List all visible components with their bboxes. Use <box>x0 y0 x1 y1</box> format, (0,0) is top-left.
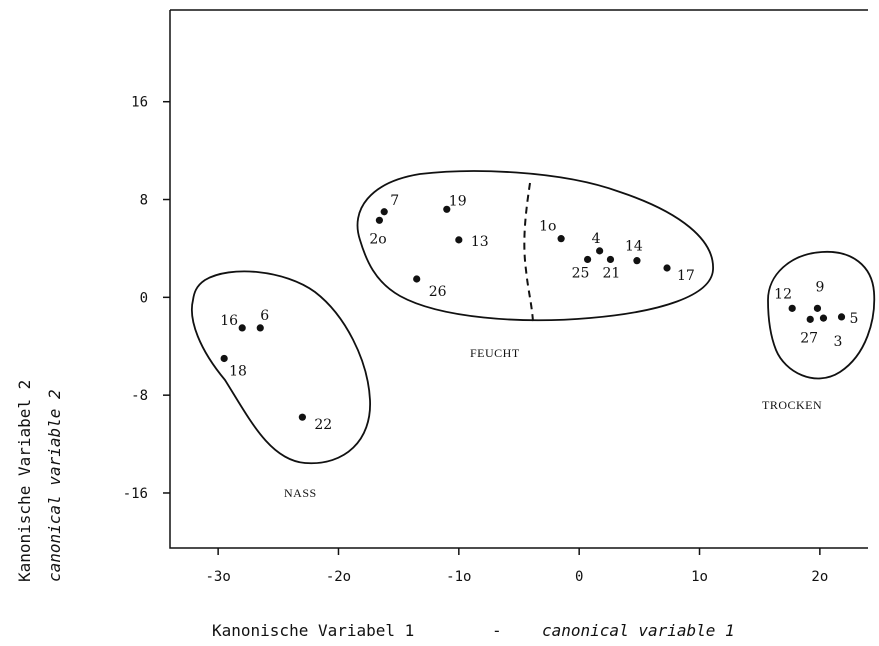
data-point-label: 22 <box>314 417 332 433</box>
group-label-feucht: FEUCHT <box>470 346 520 360</box>
data-point <box>633 257 641 265</box>
data-point-label: 3 <box>833 334 842 350</box>
data-point-label: 16 <box>220 313 238 329</box>
data-point <box>238 324 246 332</box>
data-point <box>256 324 264 332</box>
data-point-label: 2o <box>369 231 386 247</box>
data-point-label: 19 <box>449 193 467 209</box>
data-point-label: 9 <box>815 279 824 295</box>
data-point-label: 21 <box>602 265 620 281</box>
y-axis-title-en: canonical variable 2 <box>45 389 64 582</box>
x-tick-label: 0 <box>575 569 583 585</box>
outline-feucht <box>356 170 714 322</box>
data-point <box>375 216 383 224</box>
x-tick-label: -1o <box>446 569 471 585</box>
data-point-label: 1o <box>539 219 556 235</box>
data-point <box>557 235 565 243</box>
data-point-label: 25 <box>572 265 590 281</box>
plot-axes <box>169 9 868 549</box>
outline-trocken <box>767 251 876 380</box>
x-tick-label: -3o <box>205 569 230 585</box>
x-tick-label: -2o <box>326 569 351 585</box>
plot-frame <box>169 9 868 549</box>
data-point-label: 14 <box>625 239 643 255</box>
y-tick-label: -16 <box>123 486 148 502</box>
y-tick-label: 0 <box>140 290 148 306</box>
y-tick-label: 8 <box>140 193 148 209</box>
data-point <box>813 304 822 312</box>
data-point <box>606 255 615 264</box>
data-point <box>380 208 388 216</box>
data-point <box>788 304 796 312</box>
group-label-nass: NASS <box>284 486 317 500</box>
point-labels: 16 6 18 22 7 2o 19 13 26 1o 4 14 25 21 17 12 9 27 35 <box>220 193 858 433</box>
x-tick-label: 2o <box>811 569 828 585</box>
axis-ticks: -3o -2o -1o 0 1o 2o 16 8 0 -8 -16 <box>123 95 829 585</box>
data-point-label: 27 <box>800 330 818 346</box>
y-tick-label: -8 <box>131 388 148 404</box>
y-tick-label: 16 <box>131 95 148 111</box>
data-point <box>443 205 451 213</box>
data-point <box>819 314 828 322</box>
data-point-label: 13 <box>471 234 489 250</box>
x-axis-separator: - <box>492 621 502 640</box>
data-point <box>663 264 671 272</box>
data-point-label: 26 <box>429 284 447 300</box>
data-points <box>220 205 846 421</box>
data-point-label: 18 <box>229 363 247 379</box>
data-point-label: 12 <box>774 286 792 302</box>
data-point-label: 7 <box>390 193 399 209</box>
outline-nass <box>191 270 371 465</box>
data-point <box>298 413 306 421</box>
data-point <box>806 315 814 323</box>
data-point-label: 4 <box>592 231 601 247</box>
data-point <box>837 313 846 321</box>
group-label-trocken: TROCKEN <box>762 398 822 412</box>
feucht-divider <box>523 182 534 323</box>
group-outlines <box>191 170 876 465</box>
data-point <box>583 255 592 264</box>
x-tick-label: 1o <box>691 569 708 585</box>
data-point <box>596 247 604 255</box>
y-axis-title: Kanonische Variabel 2 <box>15 380 34 582</box>
data-point-label: 5 <box>850 311 859 327</box>
data-point <box>455 236 463 244</box>
data-point <box>220 354 228 363</box>
x-axis-title-en: canonical variable 1 <box>542 621 735 640</box>
data-point-label: 6 <box>260 308 269 324</box>
data-point <box>413 275 421 283</box>
data-point-label: 17 <box>677 268 695 284</box>
x-axis-title: Kanonische Variabel 1 <box>212 621 414 640</box>
